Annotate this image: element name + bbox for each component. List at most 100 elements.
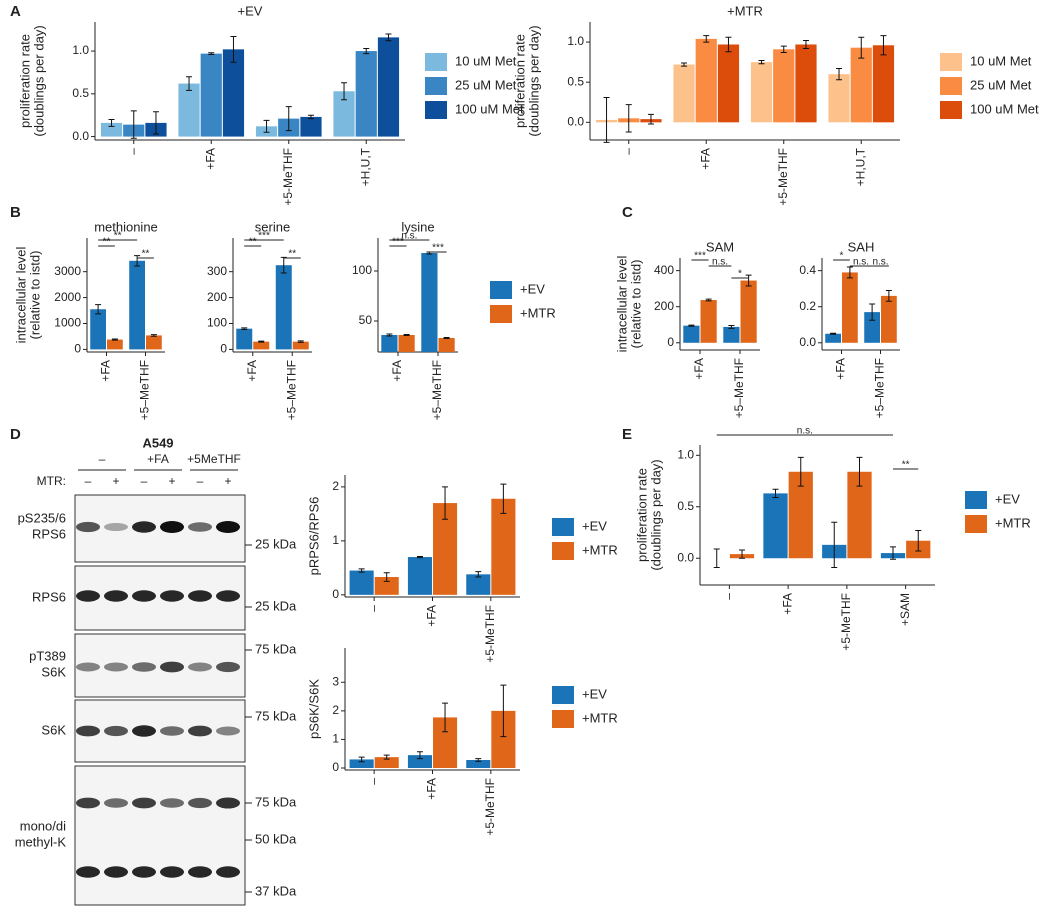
blot-band (104, 662, 128, 672)
x-tick-label: – (366, 778, 380, 785)
blot-band (216, 866, 240, 878)
y-tick-label: 2 (332, 479, 339, 493)
mtr-state: – (141, 474, 148, 488)
bar (872, 45, 895, 123)
bar (381, 335, 398, 352)
y-axis-label: (doublings per day) (31, 25, 46, 136)
error-bar (647, 113, 654, 125)
error-bar (915, 529, 922, 552)
error-bar (885, 289, 892, 302)
bar (750, 62, 773, 123)
chart-title: methionine (94, 219, 158, 234)
bar (355, 51, 377, 137)
significance-label: n.s. (797, 426, 813, 437)
y-axis-label: intracellular level (13, 246, 28, 343)
error-bar (358, 568, 365, 573)
x-tick-label: +FA (245, 360, 259, 382)
y-tick-label: 2000 (54, 290, 81, 304)
y-axis-label: proliferation rate (634, 468, 649, 562)
x-tick-label: +5–MeTHF (284, 360, 298, 420)
significance-label: ** (114, 231, 122, 242)
bar (178, 83, 200, 137)
legend-swatch (425, 77, 447, 95)
bar (300, 116, 322, 137)
blot-band (188, 522, 212, 532)
x-tick-label: +5-MeTHF (776, 148, 790, 206)
error-bar (797, 456, 804, 487)
blot-band (76, 866, 100, 878)
bar (292, 341, 309, 350)
y-tick-label: 0.5 (677, 499, 694, 513)
treatment-label: +FA (147, 452, 169, 466)
significance-label: n.s. (712, 257, 728, 268)
x-tick-label: – (621, 148, 635, 155)
x-tick-label: +5-MeTHF (281, 148, 295, 206)
x-tick-label: +FA (834, 358, 848, 380)
y-tick-label: 0 (74, 342, 81, 356)
y-tick-label: 3000 (54, 264, 81, 278)
y-axis-label: proliferation rate (17, 34, 32, 128)
y-axis-label: pS6K/S6K (306, 679, 321, 739)
legend-swatch (940, 101, 962, 119)
legend-swatch (490, 305, 512, 323)
x-tick-label: +5–MeTHF (138, 360, 152, 420)
significance-label: * (840, 251, 844, 262)
error-bar (681, 62, 688, 67)
error-bar (728, 324, 735, 329)
bar (146, 335, 162, 350)
x-tick-label: – (366, 605, 380, 612)
x-tick-label: – (126, 148, 140, 155)
significance-label: ** (902, 460, 910, 471)
bar (700, 300, 717, 343)
significance-label: *** (258, 231, 270, 242)
y-tick-label: 1.0 (72, 43, 89, 57)
row-label: pT389 (29, 648, 66, 663)
bar (407, 557, 432, 595)
legend-label: 10 uM Met (455, 53, 517, 68)
bar (374, 757, 399, 768)
error-bar (780, 45, 787, 54)
x-tick-label: +FA (692, 358, 706, 380)
blot-band (188, 797, 212, 809)
mtr-state: + (168, 474, 175, 488)
x-tick-label: +FA (425, 605, 439, 627)
error-bar (846, 266, 853, 279)
error-bar (625, 104, 632, 133)
blot-band (216, 726, 240, 736)
bar (683, 325, 700, 343)
y-tick-label: 0 (220, 342, 227, 356)
y-tick-label: 100 (352, 263, 372, 277)
bar (842, 272, 858, 343)
error-bar (263, 119, 270, 133)
y-tick-label: 2 (332, 703, 339, 717)
error-bar (130, 110, 137, 139)
chart-title: SAH (848, 239, 875, 254)
error-bar (739, 549, 746, 559)
x-tick-label: +5-MeTHF (839, 593, 853, 651)
error-bar (285, 106, 292, 132)
x-tick-label: +FA (99, 360, 113, 382)
bar (349, 570, 374, 595)
bar (421, 253, 438, 352)
bar (825, 333, 841, 343)
error-bar (386, 333, 393, 337)
bar (795, 44, 817, 123)
mtr-state: + (112, 474, 119, 488)
y-axis-label: (relative to istd) (27, 251, 42, 340)
legend-swatch (965, 515, 987, 533)
blot-frame (74, 765, 246, 906)
blot-band (104, 866, 128, 878)
blot-band (132, 662, 156, 672)
error-bar (442, 486, 449, 520)
blot-band (132, 797, 156, 809)
y-tick-label: 1.0 (567, 34, 584, 48)
marker-label: 25 kDa (255, 536, 297, 551)
error-bar (830, 332, 837, 335)
row-label: S6K (41, 664, 66, 679)
treatment-label: +5MeTHF (187, 452, 241, 466)
y-tick-label: 1 (332, 732, 339, 746)
blot-band (104, 590, 128, 602)
legend-label: +MTR (582, 710, 618, 725)
blot-band (188, 590, 212, 602)
y-tick-label: 400 (654, 263, 674, 277)
